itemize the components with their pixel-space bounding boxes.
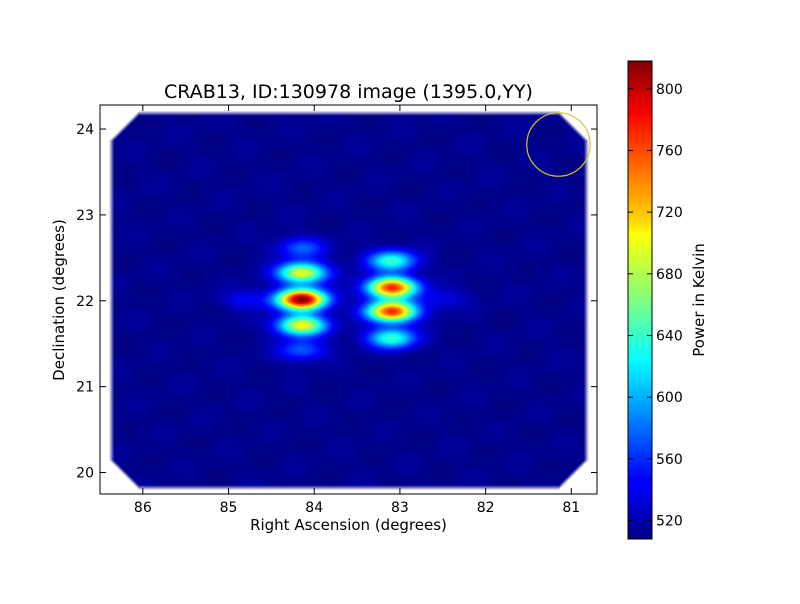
y-tick-label: 22 (76, 294, 94, 310)
y-tick-label: 21 (76, 380, 94, 396)
x-tick-label: 86 (134, 500, 152, 516)
colorbar-tick-label: 520 (656, 513, 683, 529)
colorbar-tick-label: 800 (656, 82, 683, 98)
plot-area (100, 105, 597, 494)
colorbar-tick-label: 560 (656, 452, 683, 468)
colorbar-ticks: 520 560 600 640 680 720 760 800 (628, 82, 683, 529)
colorbar: 520 560 600 640 680 720 760 800 Power in Kelvin (627, 60, 708, 540)
x-axis-label: Right Ascension (degrees) (250, 516, 447, 534)
plot-frame (99, 104, 598, 495)
x-axis-ticks: 86 85 84 83 82 81 (134, 105, 580, 516)
colorbar-tick-label: 760 (656, 143, 683, 159)
colorbar-tick-label: 680 (656, 267, 683, 283)
y-axis-ticks: 20 21 22 23 24 (76, 122, 597, 482)
colorbar-frame (627, 60, 653, 540)
y-axis-label: Declination (degrees) (50, 219, 68, 381)
heatmap-image (100, 105, 597, 494)
x-tick-label: 82 (477, 500, 495, 516)
x-tick-label: 85 (220, 500, 238, 516)
x-tick-label: 83 (391, 500, 409, 516)
y-tick-label: 24 (76, 122, 94, 138)
colorbar-gradient (628, 61, 652, 539)
colorbar-tick-label: 640 (656, 328, 683, 344)
y-tick-label: 20 (76, 466, 94, 482)
chart-title: CRAB13, ID:130978 image (1395.0,YY) (164, 81, 533, 103)
x-tick-label: 84 (305, 500, 323, 516)
beam-marker (526, 112, 591, 177)
colorbar-tick-label: 720 (656, 205, 683, 221)
y-tick-label: 23 (76, 208, 94, 224)
colorbar-label: Power in Kelvin (690, 243, 708, 357)
colorbar-tick-label: 600 (656, 390, 683, 406)
x-tick-label: 81 (562, 500, 580, 516)
